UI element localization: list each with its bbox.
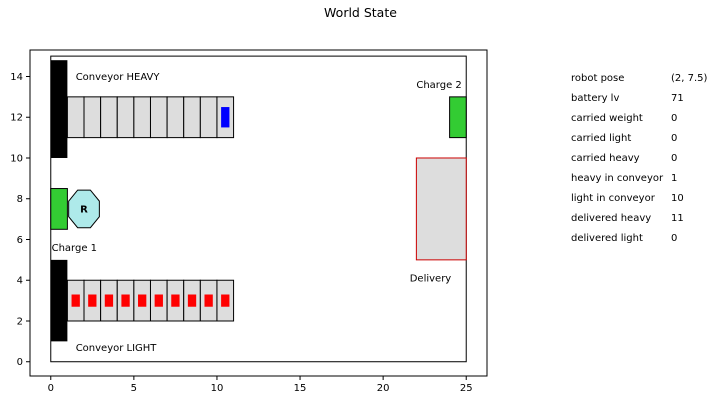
y-tick-label: 10 xyxy=(10,153,23,164)
light-item xyxy=(204,294,213,307)
robot-marker xyxy=(68,189,100,229)
light-item xyxy=(171,294,180,307)
robot-label: R xyxy=(80,204,88,215)
light-item xyxy=(71,294,80,307)
state-key: carried weight xyxy=(571,113,643,124)
conveyor-heavy-label: Conveyor HEAVY xyxy=(76,72,161,83)
state-row: light in conveyor 10 xyxy=(571,193,711,213)
state-row: delivered light 0 xyxy=(571,233,711,253)
state-row: robot pose (2, 7.5) xyxy=(571,73,711,93)
state-table: robot pose (2, 7.5) battery lv 71 carrie… xyxy=(571,73,711,253)
heavy-conveyor-wall xyxy=(50,60,68,158)
heavy-conveyor-slot xyxy=(183,96,201,139)
state-row: battery lv 71 xyxy=(571,93,711,113)
x-tick-label: 25 xyxy=(460,383,473,394)
light-item xyxy=(138,294,147,307)
x-tick-label: 5 xyxy=(131,383,137,394)
light-item xyxy=(104,294,114,307)
axes-frame xyxy=(29,49,488,377)
state-value: 0 xyxy=(671,233,678,244)
heavy-conveyor-slot xyxy=(66,96,85,139)
light-item xyxy=(154,294,163,307)
y-tick-label: 8 xyxy=(17,194,23,205)
y-tick-label: 2 xyxy=(17,316,23,327)
state-row: delivered heavy 11 xyxy=(571,213,711,233)
state-key: carried heavy xyxy=(571,153,640,164)
y-tick-label: 6 xyxy=(17,235,23,246)
state-value: 71 xyxy=(671,93,684,104)
delivery-zone xyxy=(415,157,467,261)
heavy-item xyxy=(221,107,230,128)
heavy-conveyor-slot xyxy=(133,96,151,139)
light-item xyxy=(121,294,130,307)
state-key: carried light xyxy=(571,133,632,144)
state-value: 0 xyxy=(671,133,678,144)
state-row: heavy in conveyor 1 xyxy=(571,173,711,193)
light-item xyxy=(88,294,97,307)
state-value: 0 xyxy=(671,113,678,124)
x-tick-label: 10 xyxy=(211,383,224,394)
y-tick-label: 14 xyxy=(10,72,23,83)
heavy-conveyor-slot xyxy=(199,96,218,139)
charge-2-label: Charge 2 xyxy=(416,80,461,91)
heavy-conveyor-slot xyxy=(149,96,168,139)
state-row: carried heavy 0 xyxy=(571,153,711,173)
light-item xyxy=(187,294,197,307)
heavy-conveyor-slot xyxy=(116,96,135,139)
charge-2-zone xyxy=(449,96,467,139)
state-key: delivered light xyxy=(571,233,643,244)
delivery-label: Delivery xyxy=(410,274,452,285)
state-key: robot pose xyxy=(571,73,625,84)
y-tick-label: 4 xyxy=(17,276,23,287)
heavy-conveyor-slot xyxy=(100,96,118,139)
light-item xyxy=(221,294,230,307)
charge-1-label: Charge 1 xyxy=(52,243,97,254)
light-conveyor-wall xyxy=(50,259,68,342)
x-tick-label: 15 xyxy=(294,383,307,394)
heavy-conveyor-slot xyxy=(166,96,185,139)
state-key: delivered heavy xyxy=(571,213,652,224)
state-value: (2, 7.5) xyxy=(671,73,708,84)
state-key: light in conveyor xyxy=(571,193,655,204)
x-tick-label: 20 xyxy=(377,383,390,394)
heavy-conveyor-slot xyxy=(83,96,102,139)
y-tick-label: 0 xyxy=(17,357,23,368)
y-tick-label: 12 xyxy=(10,113,23,124)
state-value: 1 xyxy=(671,173,678,184)
x-tick-label: 0 xyxy=(48,383,54,394)
state-value: 10 xyxy=(671,193,684,204)
charge-1-zone xyxy=(50,188,68,230)
state-value: 11 xyxy=(671,213,684,224)
state-row: carried weight 0 xyxy=(571,113,711,133)
conveyor-light-label: Conveyor LIGHT xyxy=(76,343,158,354)
state-row: carried light 0 xyxy=(571,133,711,153)
figure-title: World State xyxy=(324,5,397,20)
state-key: heavy in conveyor xyxy=(571,173,664,184)
state-key: battery lv xyxy=(571,93,620,104)
state-value: 0 xyxy=(671,153,678,164)
